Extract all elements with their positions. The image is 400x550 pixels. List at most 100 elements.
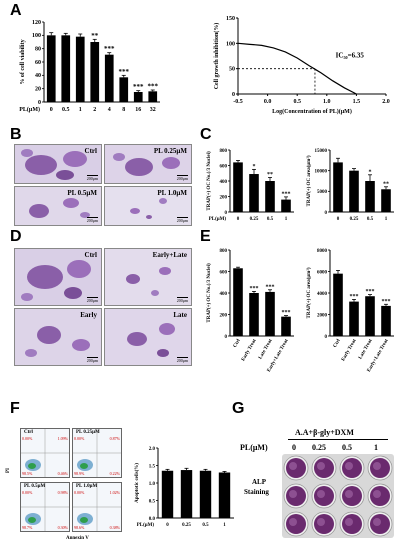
quadrant-q1: 1.02% [109,490,120,495]
quadrant-q3: 98.6% [74,525,85,530]
well-highlight [345,518,353,526]
well-highlight [317,490,325,498]
bar [233,162,243,212]
alp-header-line [288,439,388,440]
x-tick-label: 0.5 [62,107,70,113]
flow-plot-025: PL 0.25μM 0.87% 0.00% 98.9% 0.22% [72,428,122,478]
treatment-number-bar-chart: 0 200 400 600 800 Ctrl *** Early Treat *** Late T… [207,249,294,373]
significance-label: *** [266,284,275,290]
y-axis-label: TRAP(+) OC No.(/3 Nuclei) [207,151,212,211]
x-tick-label: 1.0 [323,99,331,105]
scale-bar: 200μm [176,217,188,223]
bar [333,162,343,212]
x-tick-label: Ctrl [233,338,242,349]
x-axis-label: PL(μM) [209,217,227,222]
flow-label: PL 0.25μM [76,430,100,435]
micrograph-label: Early [80,311,97,319]
micrograph-label: Late [173,311,187,319]
micrograph-label: Early+Late [152,251,187,259]
y-axis-label: Apoptotic cells(%) [135,463,140,503]
y-tick-label: 150 [226,16,235,22]
y-axis-label: TRAP(+) OC area(μm²) [306,267,312,318]
x-tick-label: 0.0 [264,99,272,105]
quadrant-q3: 98.5% [22,471,33,476]
panel-letter-f: F [10,400,20,417]
y-tick-label: 0 [38,100,41,106]
ic50-annotation: IC₅₀=6.35 [336,52,365,60]
x-axis-label: PL(μM) [137,523,155,528]
bar [349,301,359,336]
y-tick-label: 20 [35,86,41,92]
flow-label: PL 0.5μM [24,484,46,489]
significance-label: ** [383,181,389,187]
y-tick-label: 100 [226,41,235,47]
significance-label: ** [267,172,273,178]
quadrant-q3: 98.9% [74,471,85,476]
alp-conc-05: 0.5 [342,443,352,452]
bar [133,92,143,102]
x-tick-label: 1 [285,217,288,222]
significance-label: *** [133,83,144,91]
y-tick-label: 100 [32,33,41,39]
bar [265,181,275,212]
bar [199,470,212,518]
x-axis-label: PL(μM) [19,106,40,113]
x-tick-label: -0.5 [233,99,243,105]
x-tick-label: 1.5 [353,99,361,105]
y-tick-label: 60 [35,60,41,66]
micrograph-label: Ctrl [84,251,97,259]
bar [46,35,56,102]
significance-label: * [253,164,256,170]
x-tick-label: Late Treat [358,338,374,360]
x-axis-label: Log(Concentration of PL)(μM) [272,108,352,115]
bar [333,273,343,336]
significance-label: * [369,169,372,175]
apoptosis-bar-chart: 0.0 0.5 1.0 1.5 2.0 0 0.25 0.5 1 PL(μM) Apoptotic … [135,447,234,528]
flow-plot-10: PL 1.0μM 1.02% 0.00% 98.6% 0.38% [72,482,122,532]
x-tick-label: 1 [385,217,388,222]
quadrant-q2: 0.00% [74,490,85,495]
x-tick-label: Late Treat [258,338,274,360]
scale-bar: 200μm [176,357,188,363]
flow-y-axis-label: PI [6,468,11,473]
bar [161,470,174,518]
micrograph-d-late: Late 200μm [104,308,192,366]
scale-bar: 200μm [176,297,188,303]
flow-x-axis-label: Annexin V [66,536,89,541]
bar [365,181,375,212]
x-tick-label: 1 [79,107,82,113]
scale-bar: 200μm [86,175,98,181]
bar [249,293,259,336]
y-tick-label: 1.0 [149,482,156,487]
quadrant-q3: 98.7% [22,525,33,530]
inhibition-curve [237,42,357,95]
micrograph-b-025: PL 0.25μM 200μm [104,144,192,184]
bar [104,54,114,102]
scale-bar: 200μm [176,175,188,181]
bar [218,472,231,518]
quadrant-q4: 0.22% [109,471,120,476]
y-tick-label: 80 [35,46,41,52]
well-highlight [345,490,353,498]
panel-letter-e: E [200,228,211,245]
y-tick-label: 0 [225,211,228,216]
bar [281,199,291,212]
panel-letter-d: D [10,228,22,245]
y-tick-label: 0 [325,335,328,340]
x-tick-label: 4 [108,107,111,113]
quadrant-q2: 0.00% [22,490,33,495]
x-tick-label: 2.0 [382,99,390,105]
y-tick-label: 40 [35,73,41,79]
significance-label: ** [91,32,99,40]
significance-label: *** [119,68,130,76]
x-tick-label: 0.5 [202,523,209,528]
bar [90,42,100,102]
plate-background [282,454,394,538]
micrograph-b-ctrl: Ctrl 200μm [14,144,102,184]
y-tick-label: 800 [220,249,228,254]
x-tick-label: Early Treat [241,338,258,362]
quadrant-q4: 0.38% [109,525,120,530]
quadrant-q2: 0.00% [22,436,33,441]
y-tick-label: 1.5 [149,464,156,469]
scale-bar: 200μm [86,217,98,223]
